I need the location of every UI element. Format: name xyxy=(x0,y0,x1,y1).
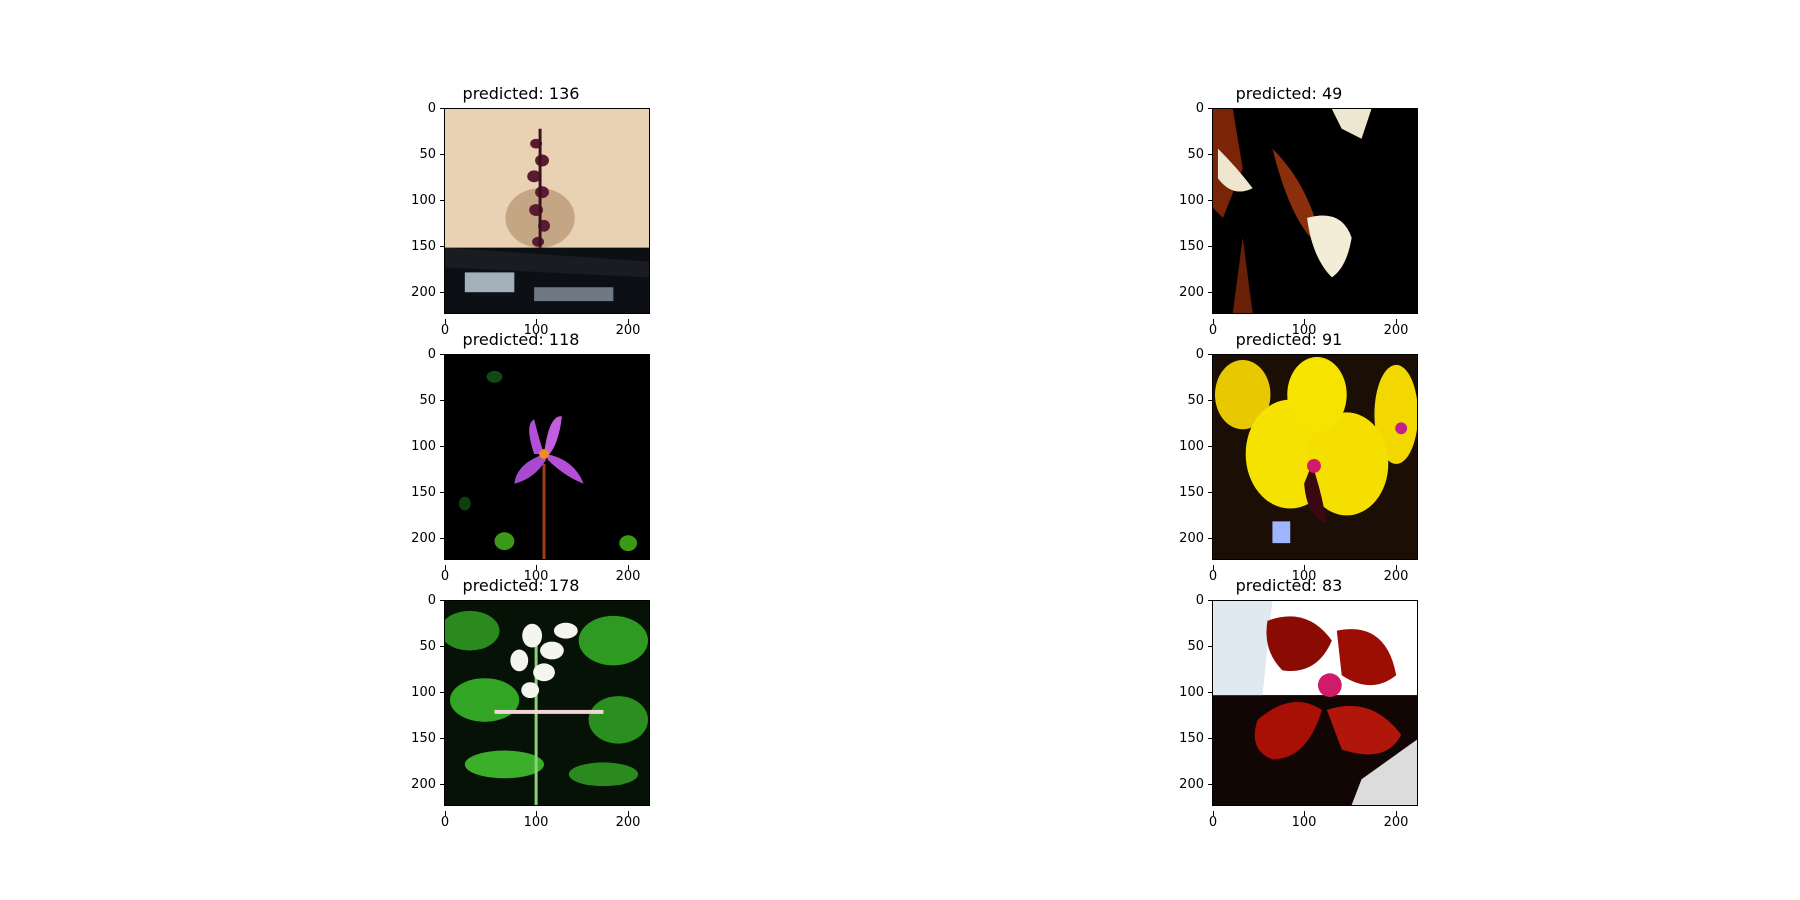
y-tick-label: 150 xyxy=(402,732,445,745)
y-tick-label: 100 xyxy=(1170,686,1213,699)
flower-image xyxy=(444,108,650,314)
y-tick-label: 150 xyxy=(1170,240,1213,253)
y-tick-label: 150 xyxy=(1170,486,1213,499)
subplot-title: predicted: 49 xyxy=(1235,84,1343,103)
y-tick-label: 50 xyxy=(402,148,445,161)
y-tick-label: 50 xyxy=(1170,640,1213,653)
x-tick-label: 0 xyxy=(1193,811,1233,829)
y-tick-label: 200 xyxy=(402,286,445,299)
subplot-title: predicted: 118 xyxy=(462,330,580,349)
x-tick-label: 0 xyxy=(425,319,465,337)
subplot-3: predicted: 118 0 50 100 150 200 0 100 20… xyxy=(396,330,726,583)
x-tick-label: 100 xyxy=(516,811,556,829)
x-tick-label: 0 xyxy=(1193,319,1233,337)
y-tick-label: 100 xyxy=(1170,440,1213,453)
x-tick-label: 200 xyxy=(1376,811,1416,829)
y-tick-label: 0 xyxy=(1170,348,1213,361)
y-tick-label: 200 xyxy=(1170,286,1213,299)
y-tick-label: 50 xyxy=(402,640,445,653)
y-tick-label: 50 xyxy=(402,394,445,407)
y-tick-label: 200 xyxy=(402,778,445,791)
x-tick-label: 0 xyxy=(425,811,465,829)
y-tick-label: 0 xyxy=(1170,102,1213,115)
subplot-title: predicted: 91 xyxy=(1235,330,1343,349)
x-tick-label: 100 xyxy=(516,319,556,337)
y-tick-label: 0 xyxy=(1170,594,1213,607)
x-tick-label: 200 xyxy=(608,319,648,337)
subplot-6: predicted: 83 0 50 100 150 200 0 100 200 xyxy=(1164,576,1494,829)
x-tick-label: 100 xyxy=(1284,319,1324,337)
subplot-title: predicted: 178 xyxy=(462,576,580,595)
flower-image xyxy=(1212,108,1418,314)
y-tick-label: 200 xyxy=(402,532,445,545)
y-tick-label: 150 xyxy=(402,240,445,253)
x-tick-label: 200 xyxy=(608,811,648,829)
y-tick-label: 50 xyxy=(1170,148,1213,161)
x-tick-label: 200 xyxy=(1376,319,1416,337)
y-tick-label: 150 xyxy=(1170,732,1213,745)
x-tick-label: 100 xyxy=(516,565,556,583)
y-tick-label: 0 xyxy=(402,594,445,607)
subplot-5: predicted: 178 0 50 100 150 200 0 100 20… xyxy=(396,576,726,829)
y-tick-label: 0 xyxy=(402,102,445,115)
flower-image xyxy=(444,600,650,806)
x-tick-label: 100 xyxy=(1284,811,1324,829)
x-tick-label: 0 xyxy=(1193,565,1233,583)
x-tick-label: 200 xyxy=(608,565,648,583)
y-tick-label: 100 xyxy=(402,440,445,453)
subplot-1: predicted: 136 0 50 100 150 200 0 100 20… xyxy=(396,84,726,337)
subplot-2: predicted: 49 0 50 100 150 200 0 100 200 xyxy=(1164,84,1494,337)
flower-image xyxy=(1212,354,1418,560)
y-tick-label: 200 xyxy=(1170,532,1213,545)
y-tick-label: 100 xyxy=(402,686,445,699)
subplot-title: predicted: 136 xyxy=(462,84,580,103)
flower-image xyxy=(444,354,650,560)
flower-image xyxy=(1212,600,1418,806)
subplot-title: predicted: 83 xyxy=(1235,576,1343,595)
x-tick-label: 0 xyxy=(425,565,465,583)
y-tick-label: 150 xyxy=(402,486,445,499)
x-tick-label: 100 xyxy=(1284,565,1324,583)
y-tick-label: 50 xyxy=(1170,394,1213,407)
x-tick-label: 200 xyxy=(1376,565,1416,583)
subplot-4: predicted: 91 0 50 100 150 200 0 100 200 xyxy=(1164,330,1494,583)
y-tick-label: 100 xyxy=(1170,194,1213,207)
y-tick-label: 200 xyxy=(1170,778,1213,791)
y-tick-label: 0 xyxy=(402,348,445,361)
y-tick-label: 100 xyxy=(402,194,445,207)
